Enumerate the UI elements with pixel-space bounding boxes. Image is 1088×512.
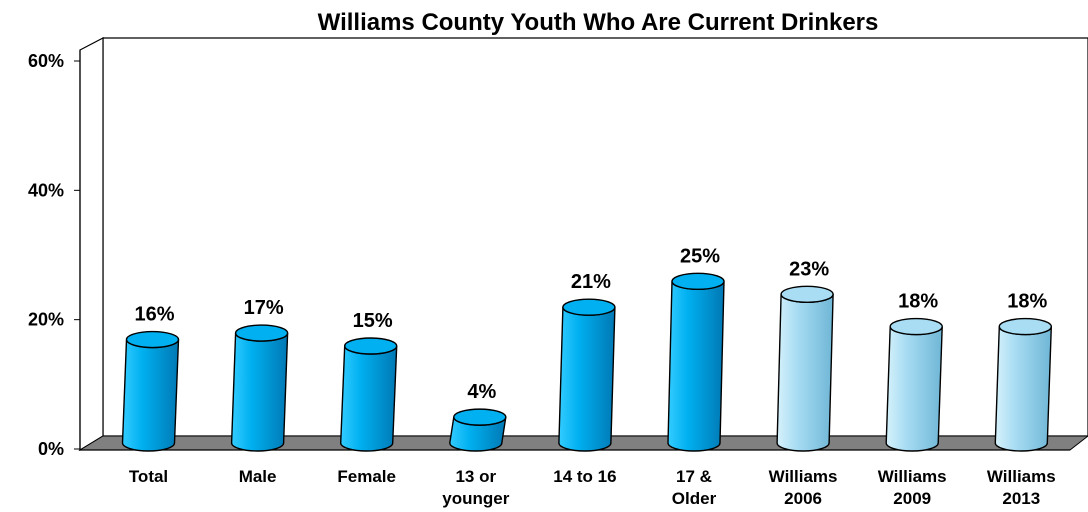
x-tick-label: 17 & bbox=[676, 467, 712, 486]
x-tick-label: Female bbox=[337, 467, 396, 486]
x-tick-label: Williams bbox=[769, 467, 838, 486]
bar bbox=[667, 272, 725, 452]
y-tick-label: 0% bbox=[38, 439, 64, 459]
bar-top bbox=[234, 324, 289, 342]
bar-top bbox=[780, 285, 834, 303]
data-label: 23% bbox=[789, 258, 829, 280]
y-tick-label: 60% bbox=[28, 51, 64, 71]
x-tick-label: Williams bbox=[878, 467, 947, 486]
bar bbox=[121, 330, 180, 452]
data-label: 17% bbox=[244, 297, 284, 319]
bar bbox=[558, 298, 616, 452]
bar-top bbox=[998, 317, 1053, 336]
y-axis: 0% 20% 40% 60% bbox=[28, 51, 80, 459]
bar-body bbox=[230, 332, 289, 452]
bar-body bbox=[885, 326, 943, 452]
x-tick-label: younger bbox=[442, 489, 509, 508]
data-label: 15% bbox=[353, 310, 393, 332]
x-tick-label: Male bbox=[239, 467, 277, 486]
x-tick-label: 2013 bbox=[1002, 489, 1040, 508]
bar bbox=[230, 324, 289, 452]
bar bbox=[994, 317, 1053, 452]
bar bbox=[339, 337, 398, 452]
data-label: 16% bbox=[134, 304, 174, 326]
data-label: 18% bbox=[1007, 291, 1047, 313]
bar bbox=[449, 408, 507, 452]
bar bbox=[776, 285, 834, 452]
x-tick-label: Williams bbox=[987, 467, 1056, 486]
x-tick-label: 14 to 16 bbox=[553, 467, 616, 486]
data-labels: 16% 17% 15% 4% 21% 25% 23% 18% 18% bbox=[134, 245, 1047, 403]
bars bbox=[121, 272, 1053, 452]
x-tick-label: Total bbox=[129, 467, 168, 486]
bar-top bbox=[125, 330, 180, 349]
bar bbox=[885, 317, 943, 452]
bar-top bbox=[562, 298, 616, 316]
bar-top bbox=[344, 337, 398, 355]
x-axis-labels: Total Male Female 13 or younger 14 to 16 17 & O… bbox=[129, 467, 1056, 508]
bar-top bbox=[671, 272, 725, 291]
bar-body bbox=[121, 339, 180, 452]
data-label: 18% bbox=[898, 291, 938, 313]
bar-body bbox=[667, 281, 725, 452]
data-label: 4% bbox=[467, 381, 496, 403]
side-wall bbox=[79, 37, 104, 452]
y-tick-label: 20% bbox=[28, 310, 64, 330]
x-tick-label: 2009 bbox=[893, 489, 931, 508]
bar-body bbox=[994, 326, 1052, 452]
x-tick-label: 2006 bbox=[784, 489, 822, 508]
data-label: 25% bbox=[680, 245, 720, 267]
x-tick-label: 13 or bbox=[455, 467, 496, 486]
data-label: 21% bbox=[571, 271, 611, 293]
bar-top bbox=[453, 408, 507, 426]
chart-title: Williams County Youth Who Are Current Dr… bbox=[318, 9, 879, 36]
bar-body bbox=[339, 345, 398, 452]
bar-body bbox=[776, 294, 834, 452]
x-tick-label: Older bbox=[672, 489, 717, 508]
bar-top bbox=[889, 317, 943, 336]
bar-body bbox=[558, 307, 616, 452]
y-tick-label: 40% bbox=[28, 180, 64, 200]
